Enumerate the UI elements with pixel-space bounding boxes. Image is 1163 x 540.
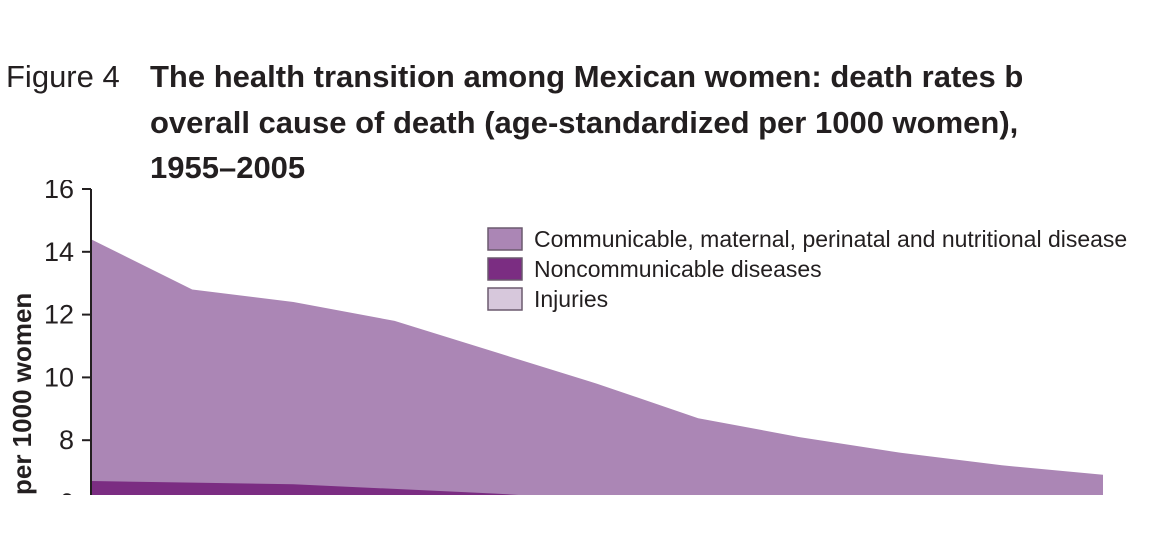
legend-swatch (487, 257, 523, 281)
y-axis: 6 8 10 12 14 16 (44, 174, 92, 518)
figure-title-line-3: 1955–2005 (150, 150, 305, 185)
legend-label: Injuries (534, 286, 608, 312)
legend-label: Communicable, maternal, perinatal and nu… (534, 226, 1127, 252)
legend: Communicable, maternal, perinatal and nu… (487, 226, 1127, 312)
legend-label: Noncommunicable diseases (534, 256, 822, 282)
y-tick-label: 14 (44, 237, 74, 267)
y-axis-title: per 1000 women (7, 293, 37, 495)
area-series-group (91, 239, 1103, 495)
y-tick-label: 10 (44, 362, 74, 392)
figure-title-line-1: The health transition among Mexican wome… (150, 59, 1023, 94)
y-tick-label: 12 (44, 300, 74, 330)
y-tick-label: 16 (44, 174, 74, 204)
area-0 (91, 239, 1103, 495)
y-tick-label: 8 (59, 425, 74, 455)
bottom-blank-area (0, 495, 1163, 540)
legend-swatch (487, 287, 523, 311)
legend-swatch (487, 227, 523, 251)
y-tick-label: 6 (59, 488, 74, 518)
area-1 (91, 481, 519, 495)
figure-title-line-2: overall cause of death (age-standardized… (150, 105, 1018, 140)
figure-label: Figure 4 (6, 59, 120, 94)
